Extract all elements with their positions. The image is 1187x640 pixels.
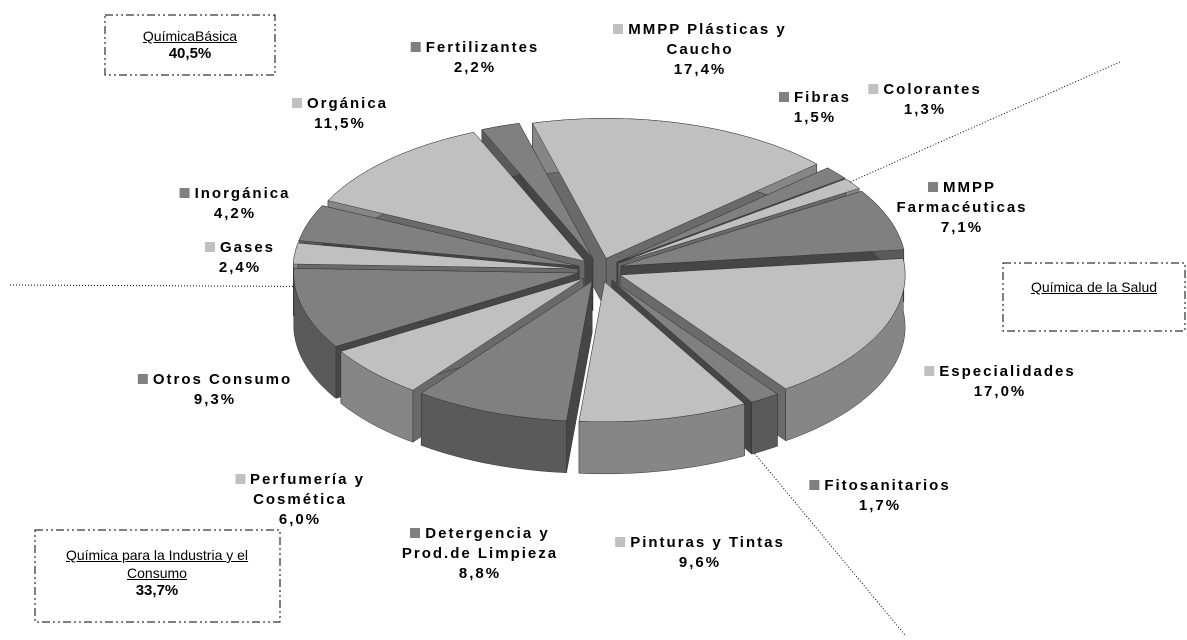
value-label: 8,8% <box>458 565 502 582</box>
value-label: 9,6% <box>678 554 722 571</box>
group-name: QuímicaBásica <box>142 28 238 44</box>
category-label: Detergencia y Prod.de Limpieza <box>380 524 580 564</box>
category-name: MMPP Farmacéuticas <box>896 179 1028 216</box>
group-box <box>34 529 281 623</box>
category-name: Gases <box>219 239 276 256</box>
slice-label: Pinturas y Tintas 9,6% <box>615 533 785 573</box>
legend-swatch <box>613 24 624 34</box>
category-name: Especialidades <box>939 363 1076 380</box>
value-label: 11,5% <box>314 115 366 132</box>
slice-label: MMPP Farmacéuticas 7,1% <box>887 178 1037 238</box>
category-label: MMPP Farmacéuticas <box>887 178 1037 218</box>
category-name: Inorgánica <box>194 185 291 202</box>
category-label: Otros Consumo <box>137 370 293 390</box>
legend-swatch <box>928 182 938 192</box>
category-label: Perfumería y Cosmética <box>218 470 383 510</box>
category-label: Pinturas y Tintas <box>615 533 785 553</box>
group-name: Química para la Industria y el Consumo <box>65 547 249 581</box>
category-name: Pinturas y Tintas <box>630 534 785 551</box>
legend-swatch <box>235 474 246 484</box>
slice <box>611 279 778 403</box>
slice <box>293 242 579 269</box>
group-label: Química para la Industria y el Consumo 3… <box>57 546 257 600</box>
slice <box>298 205 580 267</box>
category-name: Detergencia y Prod.de Limpieza <box>401 525 559 562</box>
category-label: Inorgánica <box>179 184 291 204</box>
category-label: Fitosanitarios <box>809 476 950 496</box>
value-label: 4,2% <box>213 205 257 222</box>
group-name: Química de la Salud <box>1030 279 1158 295</box>
category-name: Fitosanitarios <box>824 477 951 494</box>
slice-label: Inorgánica 4,2% <box>179 184 291 224</box>
legend-swatch <box>410 42 421 52</box>
category-name: Fertilizantes <box>425 39 540 56</box>
legend-swatch <box>410 528 421 538</box>
category-name: MMPP Plásticas y Caucho <box>628 21 787 58</box>
legend-swatch <box>778 92 789 102</box>
category-label: Colorantes <box>868 80 981 100</box>
value-label: 2,4% <box>218 259 262 276</box>
category-label: Especialidades <box>924 362 1075 382</box>
group-value: 40,5% <box>168 45 212 62</box>
slice <box>420 280 593 421</box>
legend-swatch <box>204 242 215 252</box>
category-label: Fibras <box>778 88 852 108</box>
value-label: 9,3% <box>193 391 237 408</box>
legend-swatch <box>615 537 626 547</box>
value-label: 7,1% <box>940 219 984 236</box>
legend-swatch <box>868 84 879 94</box>
category-name: Colorantes <box>883 81 982 98</box>
slice-label: Especialidades 17,0% <box>924 362 1075 402</box>
slice-label: Otros Consumo 9,3% <box>137 370 293 410</box>
slice-label: Colorantes 1,3% <box>868 80 981 120</box>
category-name: Fibras <box>793 89 852 106</box>
slice-side <box>751 393 778 455</box>
slice-label: Fertilizantes 2,2% <box>410 38 540 78</box>
value-label: 1,7% <box>858 497 902 514</box>
value-label: 2,2% <box>453 59 497 76</box>
value-label: 17,4% <box>673 61 727 78</box>
group-box <box>104 14 276 76</box>
slice-label: MMPP Plásticas y Caucho 17,4% <box>595 20 805 80</box>
slice-label: Fibras 1,5% <box>778 88 852 128</box>
value-label: 17,0% <box>973 383 1027 400</box>
legend-swatch <box>179 188 190 198</box>
group-box <box>1002 262 1186 332</box>
legend-swatch <box>137 374 148 384</box>
slice <box>327 132 586 262</box>
category-name: Otros Consumo <box>152 371 293 388</box>
group-value: 33,7% <box>135 582 179 599</box>
slice <box>578 281 746 423</box>
slice-label: Fitosanitarios 1,7% <box>809 476 950 516</box>
legend-swatch <box>809 480 820 490</box>
group-label: QuímicaBásica 40,5% <box>105 27 275 63</box>
category-label: Fertilizantes <box>410 38 540 58</box>
category-label: MMPP Plásticas y Caucho <box>595 20 805 60</box>
slice <box>620 190 905 267</box>
category-name: Perfumería y Cosmética <box>250 471 365 508</box>
category-label: Gases <box>204 238 276 258</box>
slice <box>340 277 584 391</box>
category-label: Orgánica <box>291 94 389 114</box>
slice <box>618 178 860 264</box>
slice <box>532 118 818 259</box>
value-label: 6,0% <box>278 511 322 528</box>
legend-swatch <box>291 98 302 108</box>
value-label: 1,5% <box>793 109 837 126</box>
slice-label: Orgánica 11,5% <box>291 94 389 134</box>
category-name: Orgánica <box>306 95 389 112</box>
group-label: Química de la Salud <box>1019 278 1169 296</box>
value-label: 1,3% <box>903 101 947 118</box>
legend-swatch <box>924 366 935 376</box>
slice <box>481 123 594 259</box>
slice <box>616 167 846 263</box>
slice-label: Detergencia y Prod.de Limpieza 8,8% <box>380 524 580 584</box>
slice <box>619 258 906 390</box>
slice <box>293 268 579 347</box>
slice-label: Gases 2,4% <box>204 238 276 278</box>
slice-label: Perfumería y Cosmética 6,0% <box>218 470 383 530</box>
